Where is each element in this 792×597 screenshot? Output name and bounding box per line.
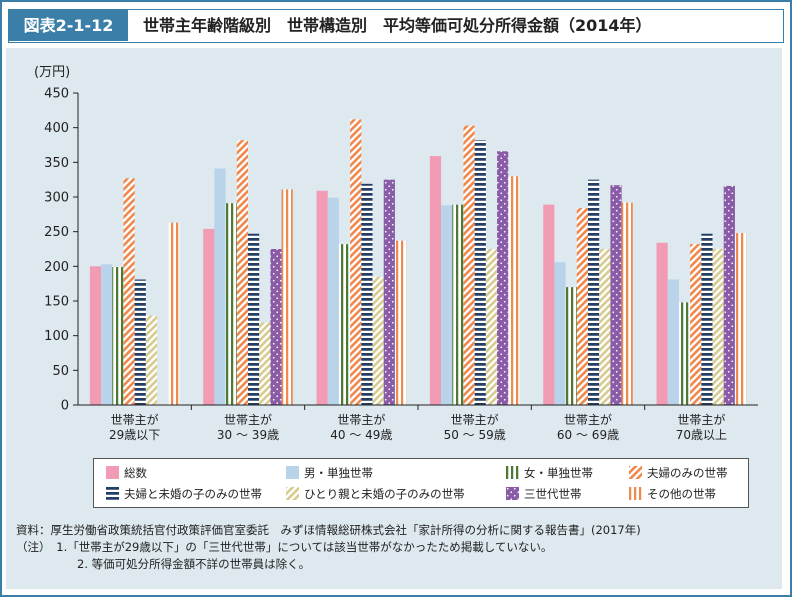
- y-axis-unit: (万円): [34, 65, 70, 80]
- x-category-label: 29歳以下: [109, 428, 160, 442]
- legend-swatch: [286, 466, 299, 479]
- y-tick-label: 450: [44, 87, 69, 102]
- bar: [543, 204, 555, 405]
- x-category-label: 70歳以上: [676, 428, 727, 442]
- bar: [350, 119, 362, 405]
- x-category-label: 世帯主が: [111, 412, 159, 427]
- bar: [588, 179, 600, 405]
- bar: [485, 249, 498, 405]
- bar: [383, 179, 395, 405]
- y-tick-label: 250: [44, 225, 69, 240]
- bar: [656, 242, 668, 405]
- bar: [134, 279, 146, 405]
- y-tick-label: 300: [44, 191, 69, 206]
- legend-swatch: [629, 466, 642, 479]
- legend-label: ひとり親と未婚の子のみの世帯: [304, 487, 465, 501]
- bar: [599, 249, 611, 405]
- legend: 総数 男・単独世帯 女・単独世帯 夫婦のみの世帯夫婦と未婚の子のみの世帯 ひとり親と未婚…: [93, 458, 749, 508]
- bar: [701, 233, 713, 405]
- legend-swatch: [286, 487, 299, 500]
- bar: [361, 183, 373, 405]
- bar: [712, 249, 724, 405]
- bar: [554, 262, 566, 405]
- bar: [270, 249, 282, 405]
- legend-label: 総数: [124, 466, 147, 480]
- bar: [248, 233, 260, 405]
- bar: [225, 203, 237, 405]
- bar: [112, 267, 124, 405]
- bar: [168, 222, 180, 405]
- y-tick-label: 400: [44, 121, 69, 136]
- x-category-label: 世帯主が: [337, 412, 385, 427]
- bar: [281, 189, 293, 405]
- bar: [565, 287, 577, 405]
- bar: [145, 315, 158, 405]
- bar: [203, 228, 215, 405]
- bar: [338, 244, 351, 405]
- legend-swatch: [629, 487, 642, 500]
- chart-panel: (万円) 0 50 100 150 200 250 300 350 400 450 世帯主が 29歳以…: [6, 48, 782, 589]
- x-category-label: 世帯主が: [224, 412, 272, 427]
- bar: [214, 168, 226, 405]
- bar: [101, 264, 113, 405]
- bar: [316, 190, 328, 405]
- x-category-label: 50 ～ 59歳: [444, 428, 506, 442]
- bar: [327, 197, 339, 405]
- bar: [621, 202, 633, 405]
- legend-label: 夫婦のみの世帯: [647, 466, 728, 480]
- legend-label: 男・単独世帯: [304, 466, 373, 480]
- legend-swatch: [506, 466, 519, 479]
- bar: [236, 140, 248, 405]
- bar: [463, 125, 475, 405]
- legend-label: 女・単独世帯: [524, 466, 593, 480]
- bar: [89, 266, 102, 405]
- bar: [508, 176, 520, 405]
- legend-swatch: [106, 466, 119, 479]
- bar: [667, 279, 679, 405]
- bar: [723, 185, 735, 405]
- x-category-label: 世帯主が: [451, 412, 499, 427]
- bar: [429, 156, 442, 405]
- bar: [452, 204, 464, 405]
- legend-swatch: [106, 487, 119, 500]
- figure-header: 図表2-1-12 世帯主年齢階級別 世帯構造別 平均等価可処分所得金額（2014…: [8, 9, 784, 43]
- bar: [610, 185, 622, 405]
- x-category-label: 世帯主が: [564, 412, 612, 427]
- y-tick-label: 100: [44, 329, 69, 344]
- figure-title: 世帯主年齢階級別 世帯構造別 平均等価可処分所得金額（2014年）: [143, 16, 652, 35]
- legend-label: 夫婦と未婚の子のみの世帯: [124, 487, 262, 501]
- x-category-label: 世帯主が: [677, 412, 725, 427]
- y-tick-label: 0: [61, 399, 69, 414]
- bar: [259, 322, 271, 405]
- bar: [441, 205, 453, 405]
- bar: [576, 208, 588, 405]
- x-category-label: 40 ～ 49歳: [330, 428, 392, 442]
- note-1: （注） 1.「世帯主が29歳以下」の「三世代世帯」については該当世帯がなかったた…: [16, 540, 553, 554]
- legend-swatch: [506, 487, 519, 500]
- bar: [474, 140, 486, 405]
- y-tick-label: 350: [44, 156, 69, 171]
- source-note: 資料：厚生労働省政策統括官付政策評価官室委託 みずほ情報総研株式会社「家計所得の…: [16, 523, 641, 537]
- y-tick-label: 200: [44, 260, 69, 275]
- x-category-label: 30 ～ 39歳: [217, 428, 279, 442]
- y-tick-label: 50: [52, 364, 69, 379]
- x-category-label: 60 ～ 69歳: [557, 428, 619, 442]
- bar: [123, 178, 135, 405]
- legend-label: 三世代世帯: [524, 487, 582, 501]
- bar: [394, 240, 407, 405]
- bar: [690, 244, 702, 405]
- legend-label: その他の世帯: [647, 487, 716, 501]
- y-tick-label: 150: [44, 295, 69, 310]
- bar: [497, 151, 509, 405]
- bar: [678, 302, 691, 405]
- figure-label: 図表2-1-12: [9, 10, 128, 41]
- bar: [372, 276, 384, 405]
- bar: [734, 233, 747, 405]
- note-2: 2. 等価可処分所得金額不詳の世帯員は除く。: [77, 557, 311, 571]
